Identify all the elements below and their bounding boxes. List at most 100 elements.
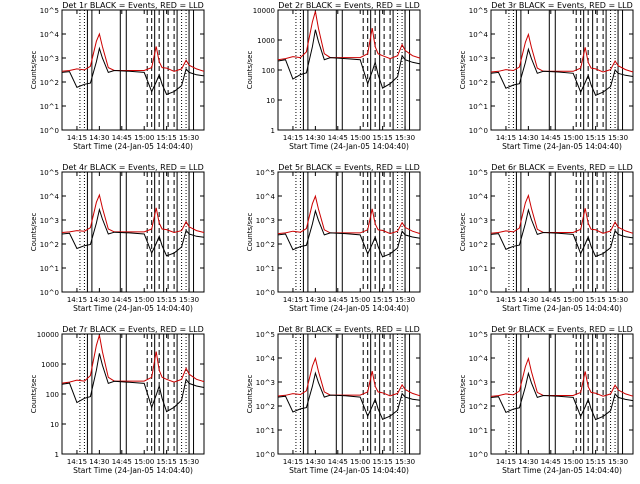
y-tick-label: 10^0: [40, 127, 59, 135]
y-axis-label: Counts/sec: [459, 375, 467, 414]
y-tick-label: 10^5: [469, 169, 488, 177]
y-tick-label: 10^0: [469, 451, 488, 459]
panel-title: Det 4r BLACK = Events, RED = LLD: [62, 163, 204, 172]
y-tick-label: 10^4: [256, 193, 276, 201]
y-tick-label: 10^0: [469, 289, 488, 297]
y-tick-label: 10^3: [40, 55, 59, 63]
x-tick-label: 14:30: [305, 458, 325, 466]
x-tick-label: 15:00: [134, 296, 154, 304]
y-tick-label: 1: [55, 451, 59, 459]
x-tick-label: 14:30: [518, 134, 538, 142]
y-tick-label: 10^5: [256, 169, 275, 177]
series-black-line: [61, 46, 205, 96]
series-black-line: [277, 29, 421, 89]
x-axis-label: Start Time (24-Jan-05 14:04:40): [502, 304, 622, 313]
plot-frame: [490, 9, 634, 131]
series-black-line: [490, 371, 634, 421]
x-tick-label: 14:15: [67, 296, 87, 304]
x-tick-label: 15:15: [157, 134, 177, 142]
y-tick-label: 10: [50, 421, 59, 429]
y-tick-label: 10: [266, 97, 275, 105]
x-tick-label: 14:45: [112, 296, 132, 304]
y-axis-label: Counts/sec: [30, 213, 38, 252]
x-tick-label: 15:00: [134, 134, 154, 142]
x-tick-label: 15:00: [350, 134, 370, 142]
x-tick-label: 14:15: [283, 458, 303, 466]
panel-title: Det 1r BLACK = Events, RED = LLD: [62, 1, 204, 10]
y-tick-label: 10^0: [469, 127, 488, 135]
y-tick-label: 10^3: [469, 217, 488, 225]
x-tick-label: 14:15: [283, 134, 303, 142]
x-tick-label: 15:00: [350, 296, 370, 304]
y-tick-label: 10^1: [40, 103, 59, 111]
y-tick-label: 10^3: [256, 379, 275, 387]
series-red-line: [277, 11, 421, 61]
y-tick-label: 10^3: [40, 217, 59, 225]
x-axis-label: Start Time (24-Jan-05 14:04:40): [289, 142, 409, 151]
series-red-line: [490, 356, 634, 397]
panel-det-9: Det 9r BLACK = Events, RED = LLD 10^0 10^1…: [459, 325, 634, 475]
x-tick-label: 15:30: [179, 296, 199, 304]
y-axis-label: Counts/sec: [246, 51, 254, 90]
x-tick-label: 15:15: [373, 296, 393, 304]
x-tick-label: 14:30: [89, 296, 109, 304]
y-tick-label: 10^0: [256, 289, 275, 297]
panel-title: Det 7r BLACK = Events, RED = LLD: [62, 325, 204, 334]
y-tick-label: 10^4: [40, 31, 60, 39]
y-tick-label: 10^1: [256, 427, 275, 435]
panel-title: Det 8r BLACK = Events, RED = LLD: [278, 325, 420, 334]
series-red-line: [490, 32, 634, 73]
x-axis-label: Start Time (24-Jan-05 14:04:40): [73, 304, 193, 313]
y-tick-label: 10^1: [469, 427, 488, 435]
x-tick-label: 14:45: [328, 134, 348, 142]
y-tick-label: 10^4: [40, 193, 60, 201]
series-black-line: [490, 47, 634, 96]
y-tick-label: 10^1: [40, 265, 59, 273]
plot-frame: [61, 9, 205, 131]
panel-title: Det 3r BLACK = Events, RED = LLD: [491, 1, 633, 10]
x-tick-label: 14:15: [496, 134, 516, 142]
panel-title: Det 6r BLACK = Events, RED = LLD: [491, 163, 633, 172]
y-tick-label: 10^2: [40, 241, 59, 249]
x-tick-label: 15:30: [395, 296, 415, 304]
y-axis-label: Counts/sec: [459, 51, 467, 90]
series-red-line: [61, 32, 205, 72]
panel-det-4: Det 4r BLACK = Events, RED = LLD 10^0 10^1…: [30, 163, 205, 313]
x-axis-label: Start Time (24-Jan-05 14:04:40): [73, 142, 193, 151]
y-tick-label: 1000: [257, 37, 275, 45]
series-black-line: [61, 353, 205, 413]
y-tick-label: 1: [271, 127, 275, 135]
x-tick-label: 14:45: [328, 296, 348, 304]
x-tick-label: 14:45: [541, 296, 561, 304]
x-tick-label: 15:00: [563, 134, 583, 142]
y-tick-label: 10^2: [469, 241, 488, 249]
x-tick-label: 15:30: [395, 134, 415, 142]
y-tick-label: 10^5: [469, 331, 488, 339]
series-black-line: [61, 207, 205, 257]
y-axis-label: Counts/sec: [30, 375, 38, 414]
x-tick-label: 14:15: [496, 458, 516, 466]
x-tick-label: 15:00: [134, 458, 154, 466]
x-tick-label: 15:30: [179, 458, 199, 466]
y-tick-label: 10^2: [40, 79, 59, 87]
x-axis-label: Start Time (24-Jan-05 14:04:40): [289, 466, 409, 475]
x-tick-label: 15:30: [179, 134, 199, 142]
series-black-line: [277, 371, 421, 420]
y-tick-label: 100: [46, 391, 59, 399]
panel-title: Det 2r BLACK = Events, RED = LLD: [278, 1, 420, 10]
panel-det-8: Det 8r BLACK = Events, RED = LLD 10^0 10^1…: [246, 325, 421, 475]
y-axis-label: Counts/sec: [246, 375, 254, 414]
y-tick-label: 10^5: [256, 331, 275, 339]
x-tick-label: 15:15: [157, 458, 177, 466]
x-tick-label: 14:30: [89, 134, 109, 142]
y-tick-label: 10^4: [469, 193, 489, 201]
y-tick-label: 10^2: [469, 79, 488, 87]
x-tick-label: 14:15: [496, 296, 516, 304]
panel-title: Det 9r BLACK = Events, RED = LLD: [491, 325, 633, 334]
y-tick-label: 10^1: [469, 265, 488, 273]
y-tick-label: 10^5: [40, 7, 59, 15]
y-tick-label: 10000: [253, 7, 275, 15]
series-red-line: [61, 334, 205, 384]
